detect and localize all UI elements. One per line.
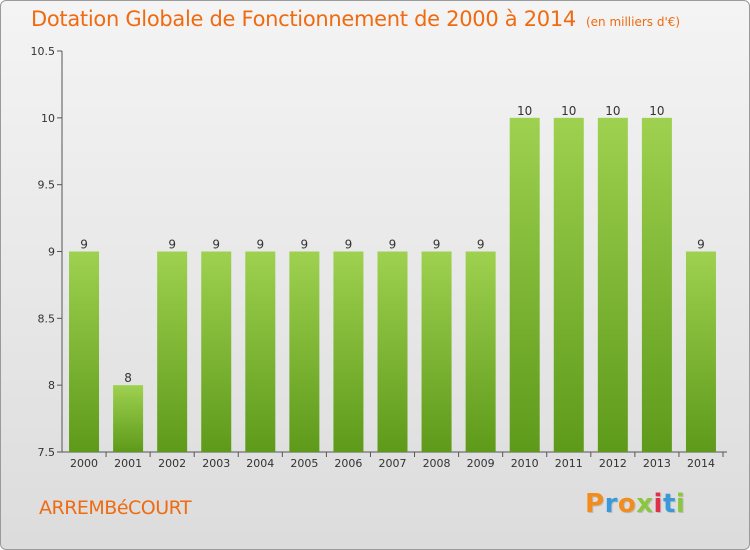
x-tick-label-2009: 2009 — [467, 457, 495, 470]
logo-letter: o — [617, 489, 637, 519]
bar-2004 — [245, 251, 276, 452]
bar-2014 — [685, 251, 716, 452]
y-tick-label: 8 — [48, 379, 55, 392]
bar-2011 — [553, 117, 584, 452]
logo-letter: i — [653, 489, 663, 519]
chart-title-text: Dotation Globale de Fonctionnement de 20… — [31, 7, 576, 31]
data-label-2010: 10 — [517, 104, 532, 118]
data-label-2013: 10 — [649, 104, 664, 118]
data-label-2014: 9 — [697, 238, 705, 252]
data-label-2007: 9 — [389, 238, 397, 252]
bar-2001 — [113, 385, 144, 452]
chart-title: Dotation Globale de Fonctionnement de 20… — [31, 7, 680, 31]
data-label-2005: 9 — [301, 238, 309, 252]
data-label-2000: 9 — [80, 238, 88, 252]
chart-subtitle: (en milliers d'€) — [585, 15, 681, 29]
logo-letter: i — [675, 489, 686, 519]
bar-2013 — [641, 117, 672, 452]
x-tick-label-2010: 2010 — [511, 457, 539, 470]
data-label-2008: 9 — [433, 238, 441, 252]
y-tick-label: 8.5 — [38, 312, 56, 325]
data-label-2003: 9 — [212, 238, 220, 252]
logo-letter: t — [662, 489, 676, 519]
chart-labels: 2000 9 2001 8 2002 9 2003 9 2004 9 2005 9 2006 9 2007 9… — [70, 104, 715, 470]
bar-2002 — [157, 251, 188, 452]
x-tick-label-2002: 2002 — [158, 457, 186, 470]
x-tick-label-2004: 2004 — [246, 457, 274, 470]
y-tick-label: 7.5 — [38, 446, 56, 459]
y-tick-label: 10 — [41, 112, 55, 125]
bar-2009 — [465, 251, 496, 452]
logo-letter: P — [585, 489, 605, 519]
x-tick-label-2011: 2011 — [555, 457, 583, 470]
x-tick-label-2003: 2003 — [202, 457, 230, 470]
bar-2000 — [69, 251, 100, 452]
x-tick-label-2007: 2007 — [379, 457, 407, 470]
bar-2010 — [509, 117, 540, 452]
commune-name: ARREMBéCOURT — [39, 497, 192, 519]
data-label-2009: 9 — [477, 238, 485, 252]
data-label-2011: 10 — [561, 104, 576, 118]
logo-letter: x — [636, 489, 654, 519]
data-label-2002: 9 — [168, 238, 176, 252]
y-tick-label: 9 — [48, 246, 55, 259]
logo-letter: r — [604, 489, 618, 519]
y-tick-label: 10.5 — [31, 45, 56, 58]
bar-2012 — [597, 117, 628, 452]
x-tick-label-2008: 2008 — [423, 457, 451, 470]
x-tick-label-2014: 2014 — [687, 457, 715, 470]
x-tick-label-2001: 2001 — [114, 457, 142, 470]
chart-bars — [69, 117, 716, 452]
data-label-2012: 10 — [605, 104, 620, 118]
bar-2005 — [289, 251, 320, 452]
x-tick-label-2013: 2013 — [643, 457, 671, 470]
bar-2008 — [421, 251, 452, 452]
data-label-2001: 8 — [124, 371, 132, 385]
x-tick-label-2005: 2005 — [290, 457, 318, 470]
x-tick-label-2006: 2006 — [334, 457, 362, 470]
bar-2006 — [333, 251, 364, 452]
x-tick-label-2000: 2000 — [70, 457, 98, 470]
data-label-2006: 9 — [345, 238, 353, 252]
data-label-2004: 9 — [256, 238, 264, 252]
bar-2007 — [377, 251, 408, 452]
bar-2003 — [201, 251, 232, 452]
y-tick-label: 9.5 — [38, 179, 56, 192]
proxiti-logo: Proxiti — [585, 489, 685, 519]
x-tick-label-2012: 2012 — [599, 457, 627, 470]
